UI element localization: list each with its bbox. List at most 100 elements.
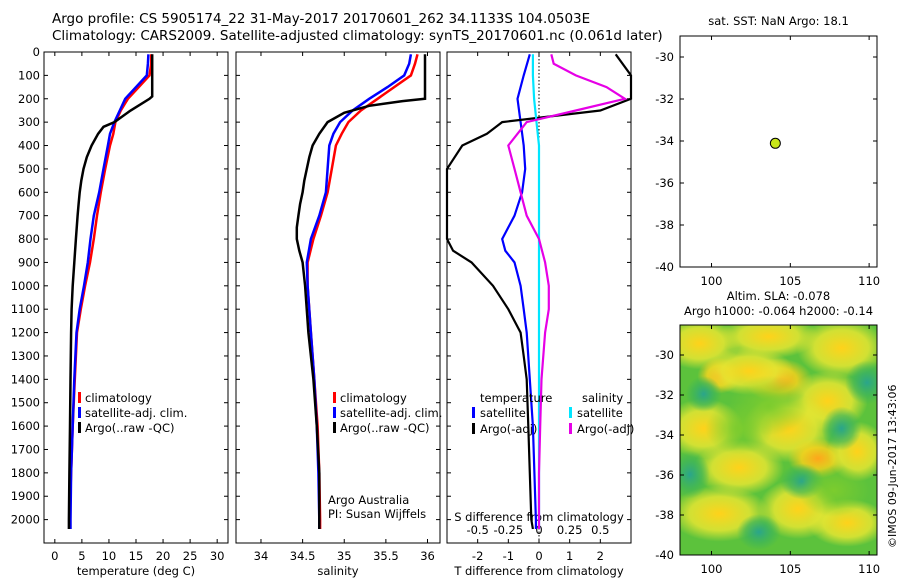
y-tick-label: 1900: [11, 489, 40, 503]
y-tick-label: 800: [18, 232, 40, 246]
x-tick-label: 110: [858, 274, 880, 288]
series-line-1: [305, 54, 413, 529]
x-tick-label: 25: [183, 549, 198, 563]
heatmap-texture: [797, 464, 870, 517]
y-tick-label: 1600: [11, 419, 40, 433]
legend-swatch: [472, 407, 475, 418]
legend-swatch: [333, 392, 336, 403]
y-tick-label: -40: [655, 548, 674, 562]
heatmap-texture: [845, 360, 877, 405]
legend-swatch: [78, 392, 81, 403]
x-tick-label: 15: [129, 549, 144, 563]
heatmap-texture: [821, 406, 862, 451]
heatmap-texture: [694, 439, 785, 496]
x-axis-label: T difference from climatology: [453, 564, 624, 578]
y-tick-label: 1000: [11, 279, 40, 293]
x2-tick-label: 0.5: [591, 523, 609, 537]
x-tick-label: 110: [858, 562, 880, 576]
y-tick-label: -40: [655, 260, 674, 274]
x-tick-label: 30: [210, 549, 225, 563]
y-tick-label: 1300: [11, 349, 40, 363]
x-tick-label: 35.5: [373, 549, 399, 563]
legend-label: Argo(-adj): [480, 422, 537, 436]
panel-frame-1: [235, 51, 441, 544]
y-tick-label: 900: [18, 255, 40, 269]
y-tick-label: -30: [655, 50, 674, 64]
legend-label: Argo(..raw -QC): [340, 421, 430, 435]
x-tick-label: 5: [78, 549, 85, 563]
legend-label: satellite-adj. clim.: [85, 406, 187, 420]
heatmap-texture: [685, 376, 722, 412]
x-axis-label: salinity: [317, 564, 358, 578]
legend-swatch: [472, 423, 475, 434]
y-tick-label: 1700: [11, 442, 40, 456]
legend-swatch: [333, 407, 336, 418]
x2-tick-label: 0: [535, 523, 542, 537]
y-tick-label: 700: [18, 209, 40, 223]
x-tick-label: 105: [779, 274, 801, 288]
figure-title-line2: Climatology: CARS2009. Satellite-adjuste…: [52, 28, 663, 44]
y-tick-label: 600: [18, 185, 40, 199]
x-axis-label: temperature (deg C): [77, 564, 195, 578]
legend-label: satellite: [577, 406, 623, 420]
legend-swatch: [78, 422, 81, 433]
x-tick-label: 0: [51, 549, 58, 563]
float-annotation: Argo Australia: [328, 493, 409, 507]
legend-label: climatology: [85, 391, 152, 405]
y-tick-label: 1100: [11, 302, 40, 316]
x-tick-label: 100: [701, 562, 723, 576]
y-tick-label: 400: [18, 139, 40, 153]
heatmap-title: Altim. SLA: -0.078: [727, 289, 831, 303]
heatmap-frame: [679, 324, 878, 556]
x-tick-label: 0: [535, 549, 542, 563]
heatmap-texture: [736, 514, 781, 550]
series-line-salinity-argoadj: [507, 54, 628, 529]
x-tick-label: 100: [701, 274, 723, 288]
legend-group-salinity: salinity: [582, 391, 623, 405]
y-tick-label: -36: [655, 176, 674, 190]
y-tick-label: -34: [655, 134, 674, 148]
x-tick-label: 10: [102, 549, 117, 563]
y-tick-label: 0: [33, 45, 40, 59]
legend-swatch: [78, 407, 81, 418]
y-tick-label: -32: [655, 92, 674, 106]
y-tick-label: -30: [655, 348, 674, 362]
legend-swatch: [569, 407, 572, 418]
float-annotation: PI: Susan Wijffels: [328, 507, 426, 521]
y-tick-label: -38: [655, 508, 674, 522]
legend-swatch: [333, 422, 336, 433]
legend-label: Argo(-adj): [577, 422, 634, 436]
y-tick-label: -32: [655, 388, 674, 402]
sla-heatmap: [680, 325, 877, 555]
y-tick-label: 300: [18, 115, 40, 129]
y-tick-label: 1800: [11, 466, 40, 480]
y-tick-label: -38: [655, 218, 674, 232]
map-frame: [679, 35, 878, 268]
legend-label: Argo(..raw -QC): [85, 421, 175, 435]
x-tick-label: 105: [779, 562, 801, 576]
y-tick-label: -34: [655, 428, 674, 442]
series-line-temperature-satellite: [501, 53, 538, 529]
y-tick-label: 2000: [11, 513, 40, 527]
y-tick-label: -36: [655, 468, 674, 482]
x-tick-label: -1: [503, 549, 514, 563]
y-tick-label: 1200: [11, 326, 40, 340]
legend-swatch: [569, 423, 572, 434]
x-tick-label: 34: [254, 549, 269, 563]
legend-label: satellite-adj. clim.: [340, 406, 442, 420]
y-tick-label: 500: [18, 162, 40, 176]
series-line-1: [69, 54, 150, 529]
x2-tick-label: 0.25: [557, 523, 583, 537]
map-title: sat. SST: NaN Argo: 18.1: [708, 14, 849, 28]
x2-tick-label: -0.5: [466, 523, 488, 537]
x-tick-label: 34.5: [290, 549, 316, 563]
y-tick-label: 1500: [11, 396, 40, 410]
x-tick-label: -2: [472, 549, 483, 563]
legend-label: satellite: [480, 406, 526, 420]
imos-timestamp: ©IMOS 09-Jun-2017 13:43:06: [886, 384, 899, 548]
x-tick-label: 35: [337, 549, 352, 563]
series-line-2: [295, 54, 427, 529]
x-tick-label: 20: [156, 549, 171, 563]
heatmap-texture: [705, 402, 774, 455]
